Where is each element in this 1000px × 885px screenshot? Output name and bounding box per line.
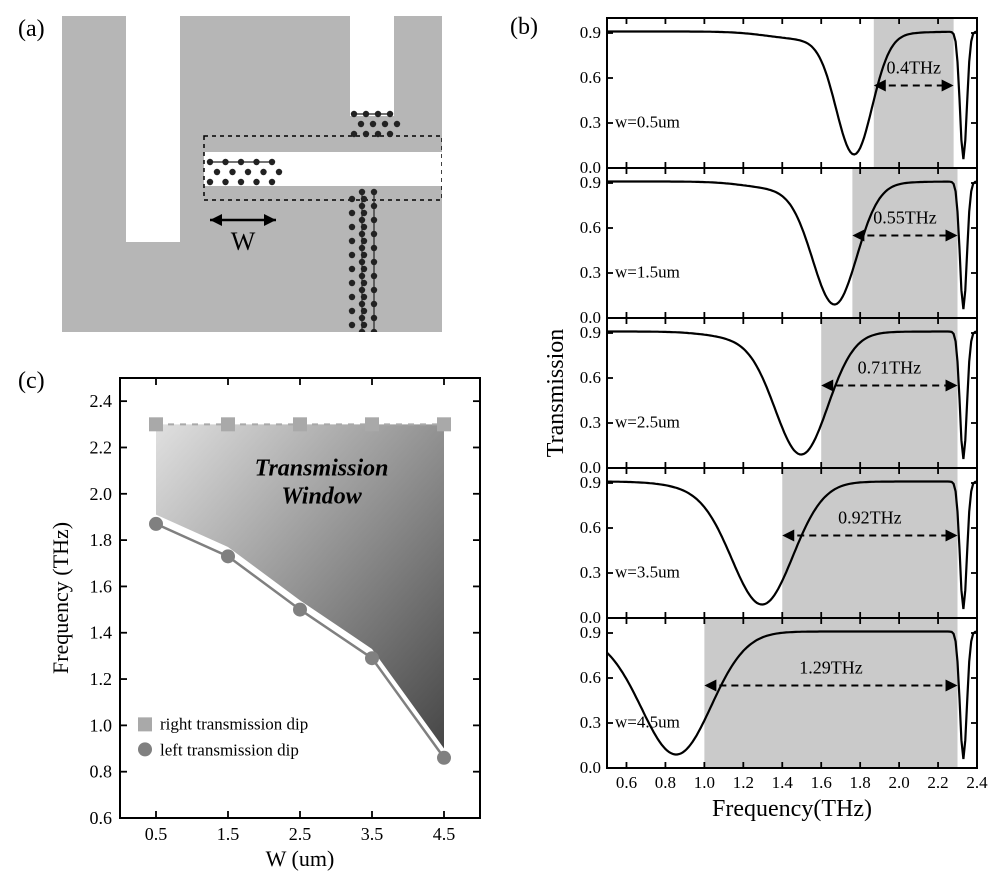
svg-text:1.2: 1.2 [90, 669, 113, 689]
svg-text:Transmission: Transmission [545, 329, 569, 457]
svg-text:1.4: 1.4 [90, 623, 113, 643]
svg-text:w=4.5um: w=4.5um [615, 713, 680, 732]
panel-a: W [62, 16, 442, 332]
subplot: 0.00.30.60.9w=3.5um0.92THz [580, 468, 977, 627]
svg-text:0.9: 0.9 [580, 473, 601, 492]
label-b: (b) [510, 14, 538, 41]
svg-text:1.6: 1.6 [811, 773, 832, 792]
svg-text:Frequency (THz): Frequency (THz) [48, 522, 73, 674]
svg-text:0.6: 0.6 [580, 68, 601, 87]
subplot: 0.00.30.60.9w=2.5um0.71THz [580, 318, 977, 477]
subplot: 0.00.30.60.9w=0.5um0.4THz [580, 18, 977, 177]
svg-text:0.6: 0.6 [616, 773, 637, 792]
svg-text:1.8: 1.8 [90, 530, 113, 550]
label-c: (c) [18, 368, 45, 395]
svg-text:2.5: 2.5 [289, 824, 312, 844]
subplot: 0.0 0.3 0.6 0.9 0.6 0.8 1.0 1.2 1.4 1.6 1.8 2.0 2.2 2… [580, 618, 988, 792]
svg-text:w=0.5um: w=0.5um [615, 113, 680, 132]
svg-text:0.8: 0.8 [655, 773, 676, 792]
svg-text:0.3: 0.3 [580, 563, 601, 582]
svg-text:left transmission dip: left transmission dip [160, 740, 299, 759]
svg-text:w=3.5um: w=3.5um [615, 563, 680, 582]
svg-text:right transmission dip: right transmission dip [160, 714, 308, 733]
svg-text:1.0: 1.0 [694, 773, 715, 792]
svg-text:0.9: 0.9 [580, 23, 601, 42]
svg-text:0.0: 0.0 [580, 758, 601, 777]
svg-text:1.2: 1.2 [733, 773, 754, 792]
svg-text:1.0: 1.0 [90, 715, 113, 735]
svg-text:1.4: 1.4 [772, 773, 794, 792]
svg-text:W (um): W (um) [266, 846, 335, 871]
svg-text:0.3: 0.3 [580, 713, 601, 732]
svg-text:w=1.5um: w=1.5um [615, 263, 680, 282]
svg-text:0.6: 0.6 [580, 368, 601, 387]
svg-text:0.8: 0.8 [90, 762, 113, 782]
svg-text:0.9: 0.9 [580, 173, 601, 192]
svg-text:1.8: 1.8 [850, 773, 871, 792]
svg-text:0.92THz: 0.92THz [838, 508, 901, 528]
svg-text:2.0: 2.0 [888, 773, 909, 792]
svg-text:Transmission: Transmission [255, 455, 389, 481]
svg-text:2.2: 2.2 [927, 773, 948, 792]
svg-text:2.0: 2.0 [90, 484, 113, 504]
svg-text:2.4: 2.4 [966, 773, 988, 792]
subplot: 0.00.30.60.9w=1.5um0.55THz [580, 168, 977, 327]
svg-text:0.6: 0.6 [90, 808, 113, 828]
svg-text:2.2: 2.2 [90, 437, 113, 457]
svg-text:Frequency(THz): Frequency(THz) [712, 796, 872, 822]
label-a: (a) [18, 16, 45, 43]
panel-b: Transmission 0.0 0.3 0.6 0.9 w=0.5um 0.4THz 0.0… [545, 14, 990, 864]
svg-text:3.5: 3.5 [361, 824, 384, 844]
panel-c: 0.6 0.8 1.0 1.2 1.4 1.6 1.8 2.0 2.2 2.4 0.5 1.5 2.5 3… [44, 352, 496, 872]
svg-text:0.3: 0.3 [580, 263, 601, 282]
svg-text:1.5: 1.5 [217, 824, 240, 844]
svg-text:0.6: 0.6 [580, 218, 601, 237]
svg-text:1.6: 1.6 [90, 576, 113, 596]
svg-text:W: W [231, 227, 256, 256]
svg-text:0.71THz: 0.71THz [858, 358, 921, 378]
svg-text:0.3: 0.3 [580, 413, 601, 432]
svg-text:Window: Window [281, 483, 362, 509]
svg-text:0.6: 0.6 [580, 518, 601, 537]
svg-text:1.29THz: 1.29THz [799, 658, 862, 678]
svg-text:0.55THz: 0.55THz [873, 208, 936, 228]
svg-text:0.9: 0.9 [580, 323, 601, 342]
svg-text:0.6: 0.6 [580, 668, 601, 687]
svg-text:4.5: 4.5 [433, 824, 456, 844]
svg-text:0.9: 0.9 [580, 623, 601, 642]
svg-text:0.5: 0.5 [145, 824, 168, 844]
svg-text:0.3: 0.3 [580, 113, 601, 132]
svg-text:0.4THz: 0.4THz [886, 58, 940, 78]
svg-text:w=2.5um: w=2.5um [615, 413, 680, 432]
svg-text:2.4: 2.4 [90, 391, 113, 411]
